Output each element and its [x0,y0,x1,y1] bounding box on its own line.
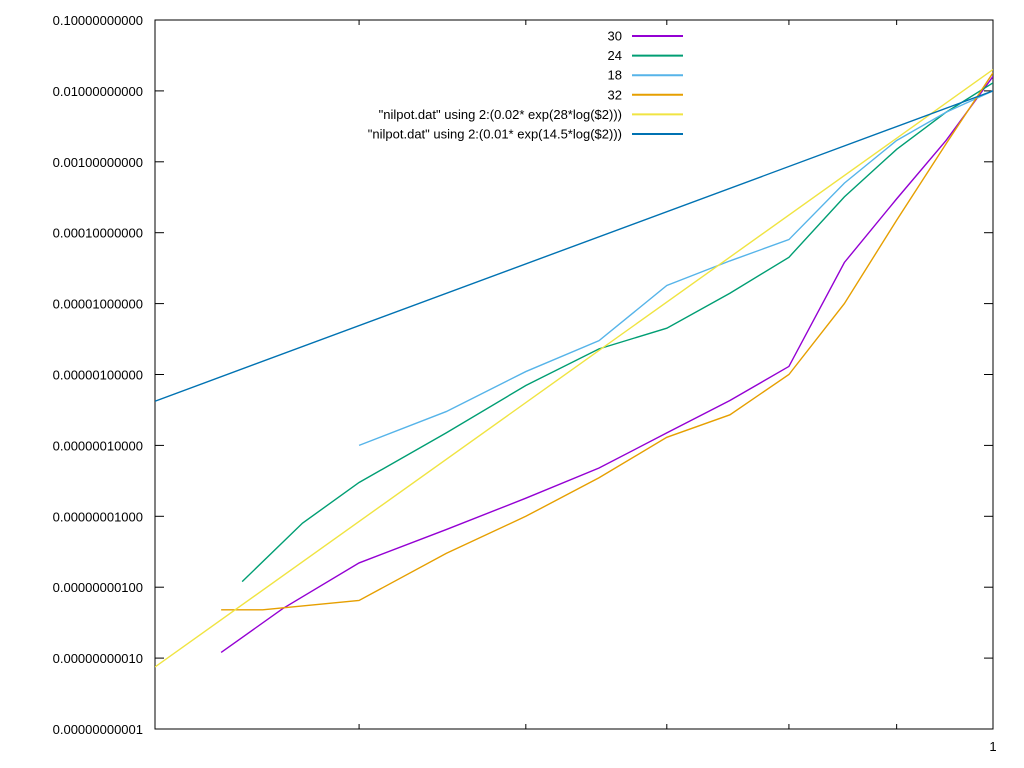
x-axis: 1 [358,20,997,754]
legend-label: 32 [608,87,622,102]
legend-label: "nilpot.dat" using 2:(0.02* exp(28*log($… [379,107,622,122]
y-tick-label: 0.00000000010 [53,651,143,666]
legend-label: 30 [608,29,622,44]
series-line-5 [155,90,993,402]
y-tick-label: 0.00000000100 [53,580,143,595]
x-tick-label: 1 [989,739,996,754]
y-tick-label: 0.00000100000 [53,368,143,383]
legend-label: 24 [608,48,622,63]
y-tick-label: 0.00000010000 [53,438,143,453]
series-line-4 [155,68,993,668]
series-line-1 [241,82,993,583]
legend-label: "nilpot.dat" using 2:(0.01* exp(14.5*log… [368,127,622,142]
y-tick-label: 0.10000000000 [53,13,143,28]
legend: 30 24 18 32 "nilpot.dat" using 2:(0.02* exp(… [368,29,683,142]
y-axis: 0.00000000001 0.00000000010 0.00000000100 0… [53,13,993,737]
y-tick-label: 0.00100000000 [53,155,143,170]
series-line-2 [358,90,993,447]
y-tick-label: 0.00000000001 [53,722,143,737]
y-tick-label: 0.00000001000 [53,509,143,524]
series-line-3 [221,72,993,611]
series-line-0 [220,76,993,654]
y-tick-label: 0.01000000000 [53,84,143,99]
series-layer [155,68,993,668]
y-tick-label: 0.00010000000 [53,226,143,241]
legend-label: 18 [608,68,622,83]
y-tick-label: 0.00001000000 [53,297,143,312]
